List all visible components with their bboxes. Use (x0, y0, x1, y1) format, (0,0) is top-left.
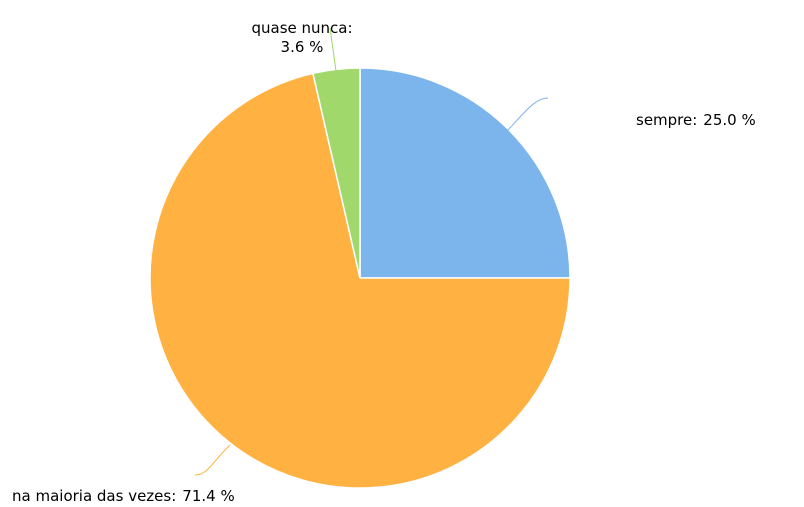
pie-slice (312, 67, 361, 279)
pie-slice (149, 72, 571, 489)
value-label: 3.6 % (281, 38, 324, 56)
category-label: sempre: (636, 111, 697, 129)
category-label: quase nunca: (251, 19, 352, 37)
data-label: sempre: 25.0 % (636, 111, 756, 129)
label-connector (194, 444, 231, 476)
pie-slice (359, 67, 571, 279)
label-connector (329, 27, 337, 72)
category-label: na maioria das vezes: (12, 487, 176, 505)
value-label: 25.0 % (703, 111, 755, 129)
value-label: 71.4 % (182, 487, 234, 505)
label-connector (507, 97, 549, 131)
data-label: na maioria das vezes: 71.4 % (12, 487, 235, 505)
